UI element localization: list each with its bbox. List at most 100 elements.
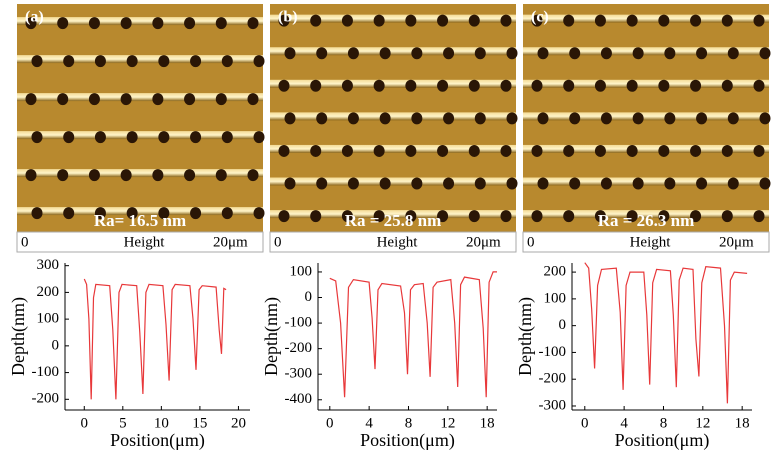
pit bbox=[190, 131, 202, 144]
roughness: Ra = 26.3 nm bbox=[598, 211, 695, 230]
panel-label: (c) bbox=[531, 9, 549, 26]
pit bbox=[500, 210, 512, 223]
y-tick-label: 100 bbox=[544, 290, 567, 306]
pit bbox=[500, 144, 512, 157]
pit bbox=[531, 210, 543, 223]
pit bbox=[284, 112, 296, 125]
y-tick-label: 0 bbox=[559, 317, 567, 333]
x-tick-label: 20 bbox=[231, 415, 246, 431]
pit bbox=[247, 93, 259, 106]
profile-line bbox=[329, 271, 497, 398]
pit bbox=[341, 144, 353, 157]
pit bbox=[120, 169, 132, 182]
pit bbox=[531, 79, 543, 92]
pit bbox=[474, 177, 486, 190]
x-tick-label: 4 bbox=[620, 415, 628, 431]
panel-label: (b) bbox=[278, 9, 298, 26]
ridge bbox=[523, 177, 769, 186]
ridge bbox=[523, 79, 769, 88]
pit bbox=[405, 79, 417, 92]
ridge bbox=[270, 210, 516, 219]
y-tick-label: -100 bbox=[285, 315, 313, 331]
pit bbox=[537, 47, 549, 60]
y-tick-label: -300 bbox=[539, 397, 567, 413]
pit bbox=[126, 131, 138, 144]
y-tick-label: -100 bbox=[539, 344, 567, 360]
pit bbox=[664, 177, 676, 190]
pit bbox=[184, 17, 196, 30]
pit bbox=[57, 93, 69, 106]
y-axis-label: Depth(nm) bbox=[8, 297, 29, 376]
caption-bar bbox=[16, 231, 264, 253]
pit bbox=[531, 14, 543, 27]
y-tick-label: 0 bbox=[52, 337, 60, 353]
pit bbox=[437, 144, 449, 157]
pit bbox=[753, 210, 765, 223]
pit bbox=[696, 47, 708, 60]
pit bbox=[632, 47, 644, 60]
pit bbox=[190, 55, 202, 68]
pit bbox=[437, 210, 449, 223]
ridge bbox=[17, 17, 263, 26]
pit bbox=[310, 14, 322, 27]
pit bbox=[563, 14, 575, 27]
ridge bbox=[523, 47, 769, 56]
pit bbox=[158, 131, 170, 144]
pit bbox=[120, 93, 132, 106]
pit bbox=[94, 55, 106, 68]
pit bbox=[600, 112, 612, 125]
pit bbox=[221, 131, 233, 144]
pit bbox=[500, 14, 512, 27]
profile-line bbox=[83, 278, 227, 400]
pit bbox=[411, 112, 423, 125]
pit bbox=[468, 210, 480, 223]
y-tick-label: 200 bbox=[544, 264, 567, 280]
pit bbox=[753, 144, 765, 157]
profile-line bbox=[584, 262, 748, 404]
scale-end: 20μm bbox=[213, 234, 248, 250]
y-axis-label: Depth(nm) bbox=[261, 297, 282, 376]
ridge bbox=[17, 55, 263, 64]
ridge bbox=[270, 112, 516, 121]
pit bbox=[253, 131, 265, 144]
ridge bbox=[17, 131, 263, 140]
pit bbox=[690, 14, 702, 27]
pit bbox=[31, 131, 43, 144]
pit bbox=[626, 210, 638, 223]
pit bbox=[347, 47, 359, 60]
pit bbox=[537, 112, 549, 125]
pit bbox=[316, 112, 328, 125]
pit bbox=[405, 14, 417, 27]
pit bbox=[284, 47, 296, 60]
x-tick-label: 0 bbox=[581, 415, 589, 431]
x-tick-label: 8 bbox=[405, 415, 413, 431]
pit bbox=[88, 17, 100, 30]
pit bbox=[341, 79, 353, 92]
pit bbox=[468, 14, 480, 27]
x-tick-label: 5 bbox=[119, 415, 127, 431]
pit bbox=[474, 112, 486, 125]
pit bbox=[190, 207, 202, 220]
x-axis-label: Position(μm) bbox=[110, 430, 205, 451]
ridge bbox=[270, 144, 516, 153]
pit bbox=[152, 93, 164, 106]
pit bbox=[88, 93, 100, 106]
pit bbox=[569, 112, 581, 125]
caption-bar bbox=[522, 231, 770, 253]
pit bbox=[347, 112, 359, 125]
scale-start: 0 bbox=[527, 234, 535, 250]
ridge bbox=[270, 79, 516, 88]
pit bbox=[468, 144, 480, 157]
pit bbox=[379, 112, 391, 125]
pit bbox=[721, 144, 733, 157]
afm-image bbox=[17, 4, 263, 232]
ridge bbox=[17, 169, 263, 178]
x-tick-label: 4 bbox=[365, 415, 373, 431]
pit bbox=[753, 14, 765, 27]
x-tick-label: 15 bbox=[192, 415, 207, 431]
pit bbox=[664, 47, 676, 60]
pit bbox=[759, 177, 771, 190]
pit bbox=[411, 177, 423, 190]
x-tick-label: 18 bbox=[480, 415, 495, 431]
pit bbox=[278, 14, 290, 27]
